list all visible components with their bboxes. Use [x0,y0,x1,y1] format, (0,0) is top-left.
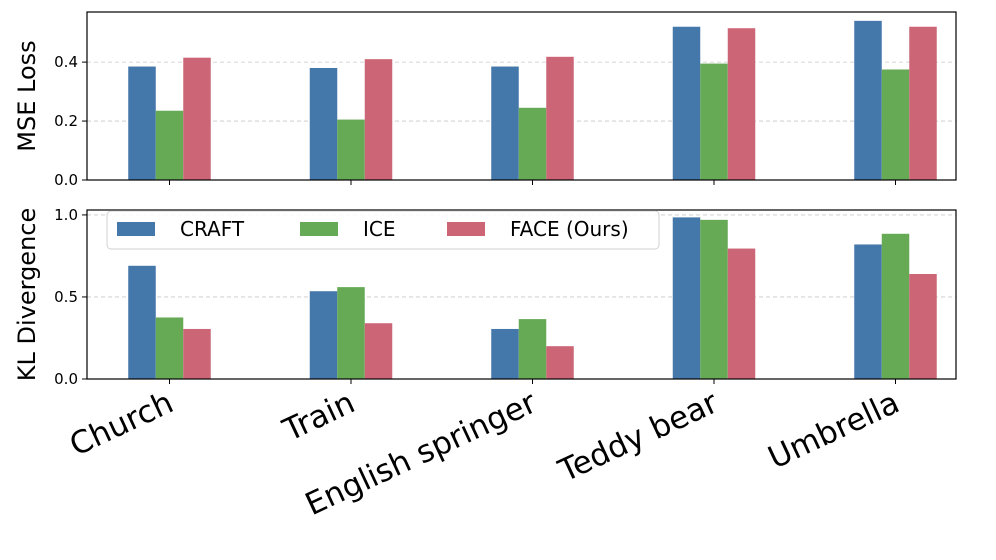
bar-ice-umbrella [881,233,910,379]
y-tick-label: 0.0 [54,171,78,189]
y-axis-label: KL Divergence [13,208,41,381]
bar-craft-train [309,291,338,379]
bar-craft-umbrella [854,244,882,379]
legend: CRAFT ICE FACE (Ours) [106,210,660,250]
legend-swatch-craft [117,222,155,236]
bar-ice-train [337,287,365,379]
bar-craft-umbrella [854,20,882,181]
bar-craft-church [128,66,156,180]
bar-ice-church [155,110,184,180]
y-tick-label: 0.5 [54,288,78,306]
bar-ice-english-springer [518,107,547,180]
bar-ice-teddy-bear [700,63,728,180]
bar-ice-train [337,119,365,180]
bar-craft-english-springer [491,66,519,180]
y-tick-label: 0.2 [54,112,78,130]
category-label-umbrella: Umbrella [763,385,905,477]
category-label-church: Church [64,385,179,464]
bar-face-ours-train [364,323,393,379]
bar-face-ours-umbrella [909,26,937,180]
bar-face-ours-train [364,59,393,180]
y-tick-label: 0.4 [54,53,78,71]
panel-frame [86,209,957,380]
legend-swatch-face-ours [447,222,485,236]
y-tick-label: 0.0 [54,370,78,388]
bar-ice-teddy-bear [700,219,728,379]
bar-craft-church [128,265,156,379]
category-label-teddy-bear: Teddy bear [552,385,723,490]
kl-divergence-panel: 0.0 0.5 1.0 KL Divergence [13,206,957,388]
mse-loss-panel: 0.0 0.2 0.4 MSE Loss [13,11,957,189]
bar-face-ours-english-springer [546,56,574,180]
bar-craft-teddy-bear [672,217,701,379]
bar-ice-church [155,317,184,379]
category-label-train: Train [277,385,361,449]
bar-face-ours-umbrella [909,273,937,379]
bar-face-ours-church [183,57,211,180]
bar-ice-english-springer [518,319,547,379]
bar-craft-teddy-bear [672,26,701,180]
panel-frame [86,11,957,181]
bar-craft-english-springer [491,328,519,379]
y-axis-label: MSE Loss [13,40,41,151]
legend-label-face-ours: FACE (Ours) [510,217,629,241]
legend-frame [106,210,660,250]
bar-face-ours-church [183,328,211,379]
y-tick-label: 1.0 [54,206,78,224]
bar-face-ours-teddy-bear [727,28,756,180]
bar-craft-train [309,68,338,180]
bar-ice-umbrella [881,69,910,180]
bar-face-ours-teddy-bear [727,248,756,379]
bar-face-ours-english-springer [546,346,574,379]
legend-label-craft: CRAFT [180,217,245,241]
legend-label-ice: ICE [363,217,396,241]
legend-swatch-ice [300,222,338,236]
